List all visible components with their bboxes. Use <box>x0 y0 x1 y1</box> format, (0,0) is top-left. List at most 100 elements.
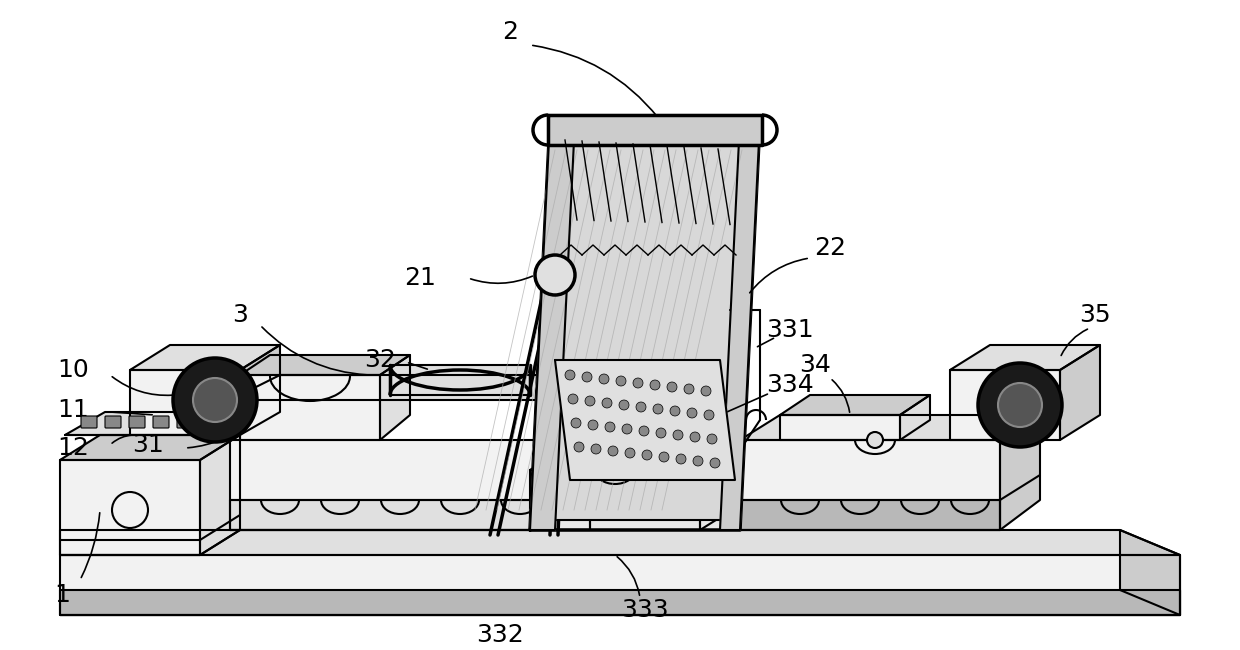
Text: 1: 1 <box>55 583 69 607</box>
Circle shape <box>656 428 666 438</box>
Polygon shape <box>529 445 740 470</box>
Polygon shape <box>229 375 640 400</box>
Polygon shape <box>548 115 763 145</box>
Circle shape <box>673 430 683 440</box>
Circle shape <box>622 424 632 434</box>
Polygon shape <box>241 375 379 440</box>
Circle shape <box>574 442 584 452</box>
Polygon shape <box>529 120 760 530</box>
Circle shape <box>605 422 615 432</box>
Text: 333: 333 <box>621 598 668 622</box>
Text: 2: 2 <box>502 20 518 44</box>
Polygon shape <box>701 445 740 530</box>
Circle shape <box>588 420 598 430</box>
Circle shape <box>667 382 677 392</box>
Circle shape <box>650 380 660 390</box>
Polygon shape <box>999 415 1040 530</box>
Polygon shape <box>130 345 280 370</box>
Polygon shape <box>130 370 241 435</box>
Circle shape <box>608 462 622 478</box>
Circle shape <box>689 432 701 442</box>
Circle shape <box>701 386 711 396</box>
Polygon shape <box>780 395 930 415</box>
Polygon shape <box>1120 530 1180 615</box>
Circle shape <box>570 418 582 428</box>
Polygon shape <box>740 440 999 530</box>
Polygon shape <box>229 440 590 530</box>
Circle shape <box>608 446 618 456</box>
Circle shape <box>582 372 591 382</box>
Polygon shape <box>780 415 900 440</box>
Polygon shape <box>241 355 410 375</box>
Polygon shape <box>60 460 200 555</box>
Polygon shape <box>556 360 735 480</box>
FancyBboxPatch shape <box>129 416 145 428</box>
FancyBboxPatch shape <box>81 416 97 428</box>
Polygon shape <box>740 415 1040 440</box>
Polygon shape <box>1060 345 1100 440</box>
Circle shape <box>625 448 635 458</box>
Circle shape <box>693 456 703 466</box>
Text: 11: 11 <box>57 398 89 422</box>
Circle shape <box>534 255 575 295</box>
Circle shape <box>653 404 663 414</box>
Polygon shape <box>241 345 280 435</box>
Circle shape <box>676 454 686 464</box>
Circle shape <box>707 434 717 444</box>
Polygon shape <box>391 365 529 395</box>
Text: 334: 334 <box>766 373 813 397</box>
Polygon shape <box>60 530 1180 555</box>
Circle shape <box>616 376 626 386</box>
Polygon shape <box>548 115 763 145</box>
Circle shape <box>174 358 257 442</box>
Circle shape <box>193 378 237 422</box>
Polygon shape <box>720 120 760 530</box>
Circle shape <box>591 444 601 454</box>
Circle shape <box>711 458 720 468</box>
Polygon shape <box>64 412 241 435</box>
Polygon shape <box>546 140 748 520</box>
Polygon shape <box>950 370 1060 440</box>
Circle shape <box>670 406 680 416</box>
Circle shape <box>684 384 694 394</box>
Polygon shape <box>60 555 1180 615</box>
Text: 22: 22 <box>813 236 846 260</box>
Polygon shape <box>200 435 241 555</box>
Circle shape <box>639 426 649 436</box>
Circle shape <box>978 363 1061 447</box>
Polygon shape <box>529 470 701 530</box>
Text: 32: 32 <box>365 348 396 372</box>
Circle shape <box>658 452 670 462</box>
Polygon shape <box>900 395 930 440</box>
Text: 3: 3 <box>232 303 248 327</box>
Polygon shape <box>529 120 575 530</box>
Polygon shape <box>740 500 999 530</box>
Polygon shape <box>60 590 1180 615</box>
Circle shape <box>585 396 595 406</box>
Circle shape <box>601 398 613 408</box>
FancyBboxPatch shape <box>105 416 122 428</box>
Text: 332: 332 <box>476 623 523 647</box>
Polygon shape <box>379 355 410 440</box>
Circle shape <box>704 410 714 420</box>
Polygon shape <box>590 375 640 450</box>
Text: 35: 35 <box>1079 303 1111 327</box>
Circle shape <box>636 402 646 412</box>
Circle shape <box>565 370 575 380</box>
Circle shape <box>632 378 644 388</box>
Text: 331: 331 <box>766 318 813 342</box>
FancyBboxPatch shape <box>177 416 193 428</box>
Polygon shape <box>229 500 590 530</box>
Text: 12: 12 <box>57 436 89 460</box>
Text: 31: 31 <box>133 433 164 457</box>
Text: 34: 34 <box>799 353 831 377</box>
Circle shape <box>568 394 578 404</box>
FancyBboxPatch shape <box>153 416 169 428</box>
Circle shape <box>687 408 697 418</box>
Polygon shape <box>950 345 1100 370</box>
Circle shape <box>599 374 609 384</box>
Text: 21: 21 <box>404 266 436 290</box>
Text: 10: 10 <box>57 358 89 382</box>
Circle shape <box>867 432 883 448</box>
Circle shape <box>619 400 629 410</box>
